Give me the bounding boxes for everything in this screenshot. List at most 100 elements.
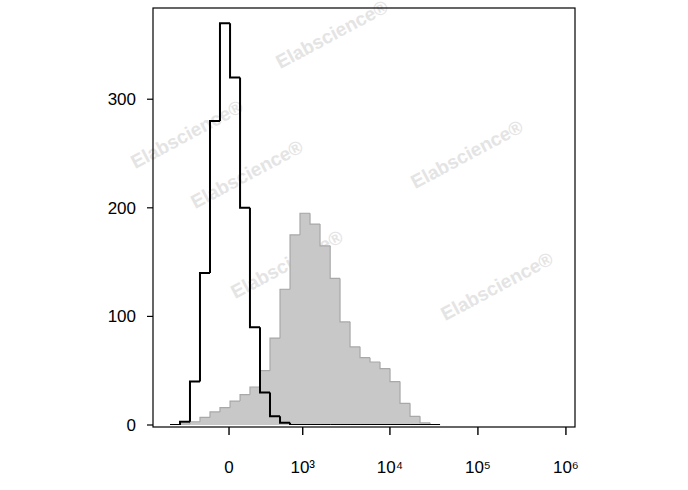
histogram-bar [430,425,440,426]
histogram-step [280,416,290,423]
y-axis: 0 100 200 300 [108,90,153,435]
histogram-step [400,382,410,404]
watermark: Elabscience® [187,136,306,213]
histogram-step [330,246,340,279]
x-tick [389,427,390,435]
x-tick-label: 10⁶ [553,458,579,477]
histogram-bar [270,338,280,425]
y-tick-label: 0 [127,416,136,435]
histogram-bar [310,224,320,425]
watermark: Elabscience® [437,248,556,325]
histogram-step [410,424,420,425]
histogram-bar [240,395,250,425]
histogram-step [170,424,180,425]
histogram-bar [200,417,210,425]
histogram-step [210,121,220,273]
histogram-step [380,362,390,369]
histogram-step [200,273,210,382]
histogram-step [310,213,320,224]
histogram-step [410,403,420,416]
histogram-bar [220,408,230,425]
histogram-step [180,424,190,425]
histogram-step [390,369,400,382]
histogram-bar [370,362,380,425]
histogram-bar [390,382,400,425]
y-tick [147,424,153,425]
histogram-bar [410,416,420,425]
histogram-bar [330,278,340,425]
histogram-step [320,424,330,425]
x-tick [228,427,229,435]
histogram-step [250,387,260,395]
histogram-step [360,424,370,425]
histogram-step [320,224,330,246]
x-tick-label: 10⁴ [377,458,403,477]
y-tick [147,207,153,208]
histogram-bar [400,403,410,425]
histogram-step [260,371,270,387]
histogram-step [360,347,370,358]
watermark: Elabscience® [272,0,391,73]
x-tick [565,427,566,435]
series-outline [170,23,440,425]
histogram-bar [320,246,330,425]
histogram-step [170,424,180,425]
x-tick [477,427,478,435]
histogram-step [340,278,350,321]
histogram-step [200,417,210,421]
histogram-step [230,401,240,408]
histogram-bar [300,213,310,425]
histogram-bar [180,424,190,425]
histogram-step [280,289,290,338]
histogram-step [400,424,410,425]
histogram-step [390,424,400,425]
watermark: Elabscience® [127,96,246,173]
histogram-step [420,416,430,423]
histogram-bar [230,401,240,425]
histogram-step [220,408,230,412]
histogram-step [380,424,390,425]
histogram-bar [190,422,200,425]
histogram-step [420,424,430,425]
histogram-step [350,322,360,347]
histogram-step [370,424,380,425]
histogram-step [290,423,300,425]
x-tick-label: 0 [224,458,233,477]
histogram-step [340,424,350,425]
y-tick-label: 300 [108,90,136,109]
x-tick-label: 10⁵ [465,458,491,477]
histogram-step [310,424,320,425]
x-axis: 0 10³ 10⁴ 10⁵ 10⁶ [224,427,579,477]
histogram-step [370,358,380,362]
histogram-step [230,23,240,77]
histogram-step [220,23,230,121]
histogram-step [190,382,200,422]
histogram-step [430,424,440,425]
histogram-step [330,424,340,425]
histogram-step [430,423,440,425]
histogram-bar [340,322,350,425]
histogram-step [180,422,190,425]
watermarks: Elabscience®Elabscience®Elabscience®Elab… [127,0,556,325]
histogram-bar [290,235,300,425]
plot-frame [153,8,575,427]
x-tick-label: 10³ [290,458,315,477]
histogram-bar [210,412,220,425]
histogram-step [190,422,200,424]
histogram-step [210,412,220,417]
watermark: Elabscience® [407,116,526,193]
y-tick-label: 100 [108,307,136,326]
histogram-step [290,235,300,289]
histogram-step [270,392,280,416]
histogram-step [350,424,360,425]
y-tick-label: 200 [108,199,136,218]
y-tick [147,316,153,317]
y-tick [147,99,153,100]
data-group [170,23,440,425]
histogram-step [250,208,260,327]
histogram-bar [260,371,270,425]
chart: Elabscience®Elabscience®Elabscience®Elab… [0,0,688,490]
histogram-bar [280,289,290,425]
x-tick [302,427,303,435]
histogram-step [260,327,270,392]
